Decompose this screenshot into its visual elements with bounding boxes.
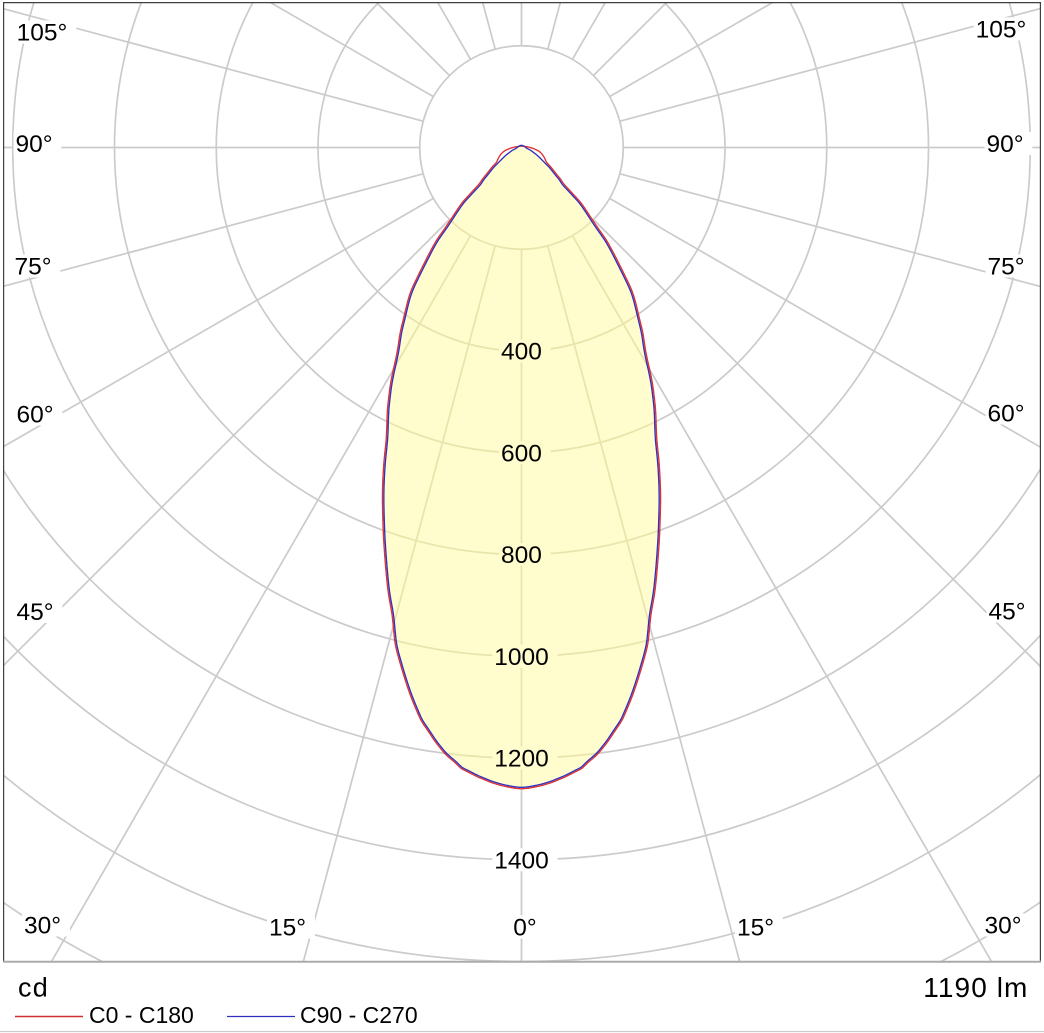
svg-text:45°: 45° xyxy=(988,599,1025,626)
svg-text:C90 - C270: C90 - C270 xyxy=(300,1002,418,1028)
svg-text:800: 800 xyxy=(501,542,542,569)
svg-text:15°: 15° xyxy=(737,915,774,942)
svg-text:45°: 45° xyxy=(16,599,53,626)
svg-text:75°: 75° xyxy=(14,254,51,281)
svg-text:1200: 1200 xyxy=(494,746,549,773)
svg-text:30°: 30° xyxy=(24,913,61,940)
svg-text:60°: 60° xyxy=(987,401,1024,428)
svg-text:cd: cd xyxy=(18,973,49,1003)
svg-text:C0 - C180: C0 - C180 xyxy=(89,1002,194,1028)
svg-text:105°: 105° xyxy=(17,20,68,47)
svg-text:600: 600 xyxy=(501,440,542,467)
svg-text:400: 400 xyxy=(501,339,542,366)
svg-text:90°: 90° xyxy=(986,131,1023,158)
svg-text:60°: 60° xyxy=(16,402,53,429)
svg-text:1400: 1400 xyxy=(494,847,549,874)
svg-text:1000: 1000 xyxy=(494,644,549,671)
svg-text:0°: 0° xyxy=(513,915,536,942)
svg-text:15°: 15° xyxy=(269,915,306,942)
svg-text:90°: 90° xyxy=(15,131,52,158)
svg-text:105°: 105° xyxy=(976,17,1027,44)
svg-text:30°: 30° xyxy=(984,913,1021,940)
svg-text:75°: 75° xyxy=(987,254,1024,281)
svg-text:1190 lm: 1190 lm xyxy=(923,972,1028,1003)
